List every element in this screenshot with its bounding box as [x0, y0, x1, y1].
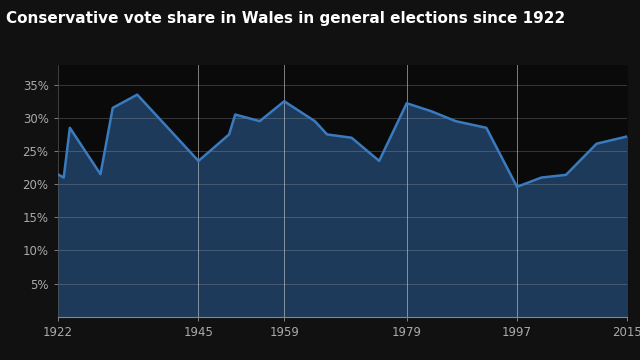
- Text: Conservative vote share in Wales in general elections since 1922: Conservative vote share in Wales in gene…: [6, 11, 566, 26]
